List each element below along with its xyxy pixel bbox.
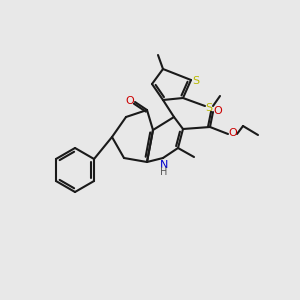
Text: O: O [214,106,222,116]
Text: O: O [126,96,134,106]
Text: N: N [160,160,168,170]
Text: S: S [206,103,213,113]
Text: S: S [192,76,200,86]
Text: O: O [229,128,237,138]
Text: H: H [160,167,168,177]
